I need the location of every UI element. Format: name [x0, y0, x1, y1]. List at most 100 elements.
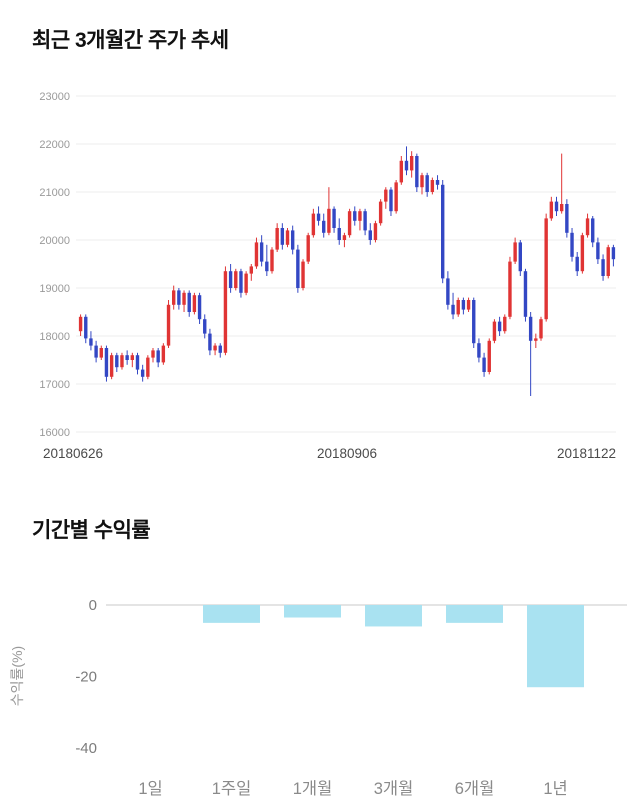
y-tick-label: 21000 [39, 187, 70, 199]
candle-body [218, 345, 222, 353]
x-tick-label: 20180626 [43, 446, 103, 461]
candle-body [497, 321, 502, 332]
candle-body [570, 232, 574, 257]
candle-body [389, 189, 393, 212]
candle-body [259, 242, 264, 262]
candle-body [192, 295, 197, 312]
candle-body [441, 184, 445, 279]
returns-chart-title: 기간별 수익률 [32, 519, 151, 542]
x-category-label: 6개월 [455, 779, 495, 798]
candle-body [285, 230, 290, 245]
candle-body [332, 208, 336, 228]
y-tick-label: 16000 [39, 427, 70, 439]
candle-body [125, 355, 129, 360]
x-category-label: 1개월 [293, 779, 333, 798]
candle-body [342, 235, 347, 240]
candle-body [156, 350, 160, 363]
candle-body [409, 156, 414, 171]
candle-body [146, 357, 150, 377]
candle-body [197, 295, 202, 320]
candle-body [446, 278, 450, 305]
candle-body [130, 355, 135, 360]
candle-body [296, 249, 300, 288]
candle-body [316, 213, 321, 221]
candle-body [399, 160, 404, 183]
candle-body [394, 182, 398, 212]
candle-body [151, 350, 155, 358]
y-tick-label: 22000 [39, 139, 70, 151]
candle-body [254, 242, 259, 267]
candle-body [265, 261, 269, 272]
y-tick-label: -20 [75, 669, 97, 686]
candle-body [591, 218, 595, 243]
candle-body [528, 316, 533, 341]
x-category-label: 3개월 [374, 779, 414, 798]
candle-body [140, 369, 145, 377]
candle-body [228, 271, 233, 288]
candle-body [353, 211, 357, 221]
candle-body [187, 292, 191, 312]
candle-body [120, 355, 124, 368]
candle-body [270, 249, 274, 272]
candle-body [523, 271, 528, 317]
candle-body [78, 316, 83, 332]
y-tick-label: 19000 [39, 283, 70, 295]
candle-body [420, 175, 424, 188]
candle-body [435, 180, 440, 185]
y-tick-label: 18000 [39, 331, 70, 343]
candle-body [565, 204, 569, 233]
candle-body [554, 201, 559, 212]
candle-body [327, 208, 331, 233]
candle-body [290, 230, 295, 250]
x-category-label: 1일 [138, 779, 162, 798]
candle-body [575, 256, 579, 272]
candle-body [244, 273, 248, 293]
candle-body [84, 316, 88, 339]
candle-body [223, 271, 228, 353]
candle-body [166, 304, 171, 346]
return-bar [284, 605, 341, 618]
candle-body [544, 218, 548, 320]
candle-body [301, 261, 305, 288]
candle-body [135, 355, 140, 370]
candle-body [239, 271, 243, 293]
returns-bar-chart: 0 -20 -40 1일 1주일 1개월 3개월 6개월 1년 수익률(%) [9, 597, 627, 798]
candle-body [249, 266, 253, 274]
candle-body [109, 355, 114, 377]
candle-body [373, 223, 378, 240]
candle-body [172, 290, 176, 305]
candle-body [585, 218, 590, 236]
candle-body [482, 357, 486, 372]
candle-body [487, 340, 491, 372]
candle-body [104, 348, 109, 377]
candle-body [508, 261, 512, 317]
candle-body [115, 355, 119, 368]
x-category-label: 1주일 [212, 779, 252, 798]
candle-body [559, 204, 564, 212]
candle-body [311, 213, 316, 236]
candle-body [518, 242, 522, 272]
x-tick-label: 20180906 [317, 446, 377, 461]
candle-body [368, 230, 372, 240]
candle-body [358, 211, 362, 221]
candle-body [539, 319, 543, 339]
y-tick-label: 0 [89, 597, 97, 614]
candle-body [347, 211, 352, 236]
candle-body [415, 156, 419, 188]
candle-body [378, 201, 383, 224]
candle-body [280, 228, 285, 245]
candle-body [611, 247, 616, 260]
candle-body [580, 235, 585, 272]
candle-body [322, 220, 326, 233]
candle-body [601, 259, 605, 276]
candle-body [477, 343, 481, 358]
price-chart-title: 최근 3개월간 주가 추세 [32, 29, 229, 52]
candle-body [213, 345, 217, 351]
candle-body [363, 211, 367, 231]
candle-body [425, 175, 429, 192]
candle-body [492, 321, 497, 341]
y-axis-label: 수익률(%) [9, 646, 25, 706]
return-bar [446, 605, 503, 623]
price-candlestick-chart: 16000 17000 18000 19000 20000 21000 22000 23000… [39, 91, 616, 461]
